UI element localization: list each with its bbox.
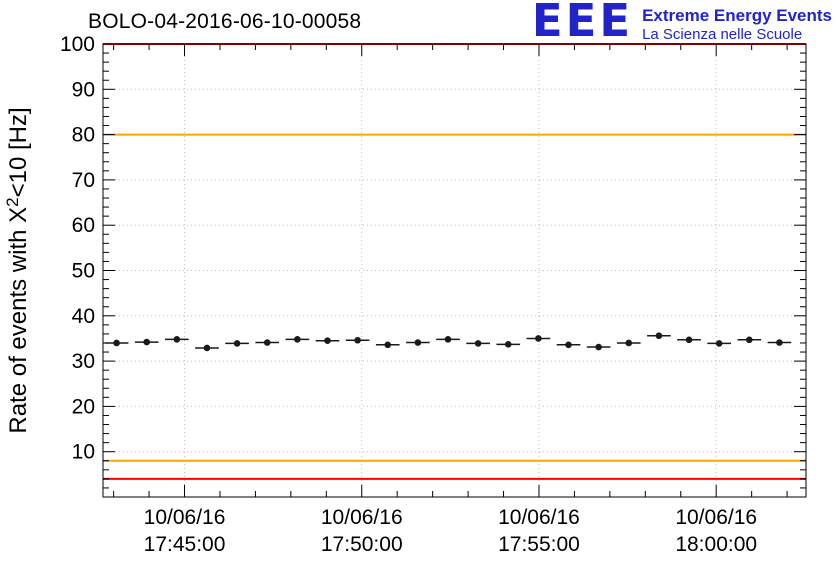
eee-logo: EEE Extreme Energy Events La Scienza nel… (531, 0, 832, 47)
eee-logo-subtitle-2: La Scienza nelle Scuole (642, 25, 803, 43)
svg-text:100: 100 (60, 33, 95, 56)
chart-title: BOLO-04-2016-06-10-00058 (88, 10, 362, 33)
svg-text:10/06/16: 10/06/16 (144, 506, 226, 529)
eee-logo-text: Extreme Energy Events La Scienza nelle S… (642, 3, 832, 44)
eee-logo-subtitle-1: Extreme Energy Events (642, 6, 832, 25)
svg-text:30: 30 (72, 350, 95, 373)
svg-text:17:50:00: 17:50:00 (321, 533, 403, 556)
eee-logo-acronym: EEE (531, 0, 634, 47)
svg-text:Rate of events with X2<10 [Hz]: Rate of events with X2<10 [Hz] (3, 107, 32, 433)
svg-text:20: 20 (72, 395, 95, 418)
svg-text:18:00:00: 18:00:00 (675, 533, 757, 556)
svg-text:70: 70 (72, 169, 95, 192)
svg-text:17:45:00: 17:45:00 (144, 533, 226, 556)
svg-text:40: 40 (72, 305, 95, 328)
svg-text:90: 90 (72, 78, 95, 101)
svg-text:60: 60 (72, 214, 95, 237)
svg-text:10: 10 (72, 441, 95, 464)
svg-text:17:55:00: 17:55:00 (498, 533, 580, 556)
svg-text:10/06/16: 10/06/16 (498, 506, 580, 529)
svg-text:50: 50 (72, 260, 95, 283)
svg-text:10/06/16: 10/06/16 (675, 506, 757, 529)
svg-text:80: 80 (72, 124, 95, 147)
svg-text:10/06/16: 10/06/16 (321, 506, 403, 529)
